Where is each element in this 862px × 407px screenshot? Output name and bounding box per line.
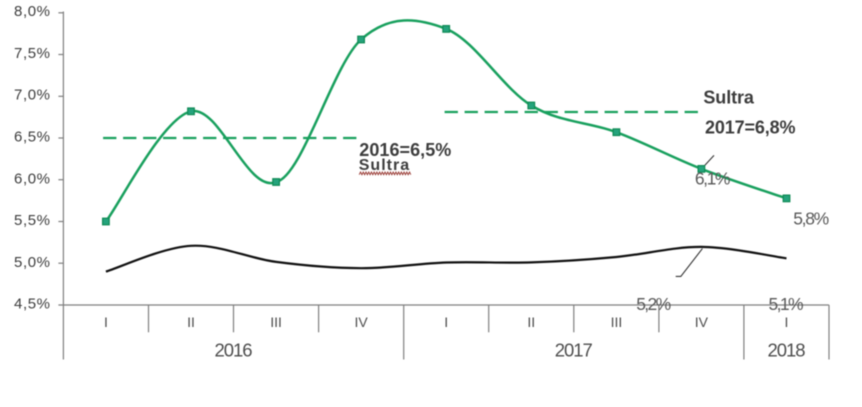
svg-text:7,5%: 7,5% (14, 45, 50, 62)
svg-text:2017=6,8%: 2017=6,8% (705, 117, 796, 137)
svg-text:I: I (444, 314, 448, 330)
svg-text:8,0%: 8,0% (14, 3, 50, 20)
svg-text:6,0%: 6,0% (14, 170, 50, 187)
svg-text:Sultra: Sultra (703, 87, 754, 107)
svg-text:5,2%: 5,2% (636, 294, 671, 314)
svg-text:Sultra: Sultra (359, 157, 410, 174)
svg-text:III: III (611, 314, 623, 330)
svg-text:5,1%: 5,1% (769, 294, 804, 314)
svg-text:5,8%: 5,8% (793, 208, 829, 228)
svg-text:2018: 2018 (768, 340, 806, 361)
svg-text:I: I (785, 314, 789, 330)
svg-text:6,1%: 6,1% (695, 169, 731, 189)
svg-text:2017: 2017 (555, 340, 593, 361)
svg-text:7,0%: 7,0% (14, 87, 50, 104)
svg-text:III: III (270, 314, 282, 330)
svg-text:IV: IV (695, 314, 709, 330)
svg-text:II: II (187, 314, 195, 330)
svg-text:2016=6,5%: 2016=6,5% (359, 140, 451, 160)
svg-text:5,5%: 5,5% (14, 212, 50, 229)
svg-text:I: I (104, 314, 108, 330)
svg-text:2016: 2016 (215, 340, 253, 361)
svg-text:4,5%: 4,5% (14, 296, 50, 313)
svg-text:II: II (527, 314, 535, 330)
svg-text:IV: IV (354, 314, 368, 330)
svg-text:5,0%: 5,0% (14, 254, 50, 271)
svg-text:6,5%: 6,5% (14, 128, 50, 145)
